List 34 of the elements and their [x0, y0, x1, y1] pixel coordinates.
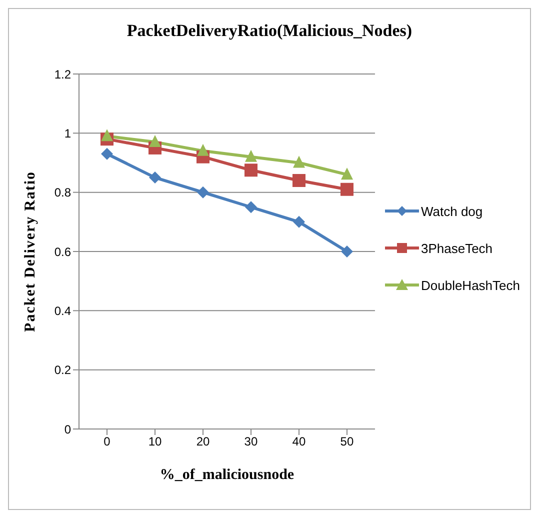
y-tick-label: 0.8 [54, 186, 72, 200]
point [340, 182, 354, 196]
point [244, 150, 257, 162]
point [340, 168, 353, 180]
y-tick-label: 1.2 [54, 67, 72, 82]
y-axis-title: Packet Delivery Ratio [22, 171, 38, 332]
legend-label: DoubleHashTech [420, 278, 520, 292]
point [292, 174, 306, 187]
legend-label: 3PhaseTech [420, 240, 493, 256]
x-tick-label: 40 [292, 434, 306, 449]
x-tick-label: 20 [196, 434, 210, 449]
point [101, 129, 113, 142]
y-tick-label: 0.6 [54, 244, 72, 259]
point [196, 186, 209, 198]
legend-label: Watch dog [420, 204, 483, 218]
point [340, 246, 353, 258]
x-tick-label: 0 [104, 434, 111, 449]
y-tick-label: 0 [64, 422, 72, 436]
point [148, 172, 161, 184]
point [292, 156, 305, 168]
x-tick-label: 50 [340, 434, 354, 449]
point [244, 164, 258, 177]
point [196, 144, 209, 156]
point [101, 148, 113, 160]
y-tick-label: 1 [64, 126, 72, 140]
x-tick-label: 30 [244, 434, 258, 449]
point [292, 216, 305, 228]
point [244, 201, 257, 214]
chart-title: PacketDeliveryRatio(Malicious_Nodes) [126, 21, 414, 41]
y-tick-label: 0.4 [54, 304, 72, 318]
y-tick-label: 0.2 [54, 363, 72, 378]
point [148, 135, 161, 148]
x-tick-label: 10 [148, 434, 162, 449]
x-axis-title: %_of_maliciousnode [160, 467, 294, 483]
